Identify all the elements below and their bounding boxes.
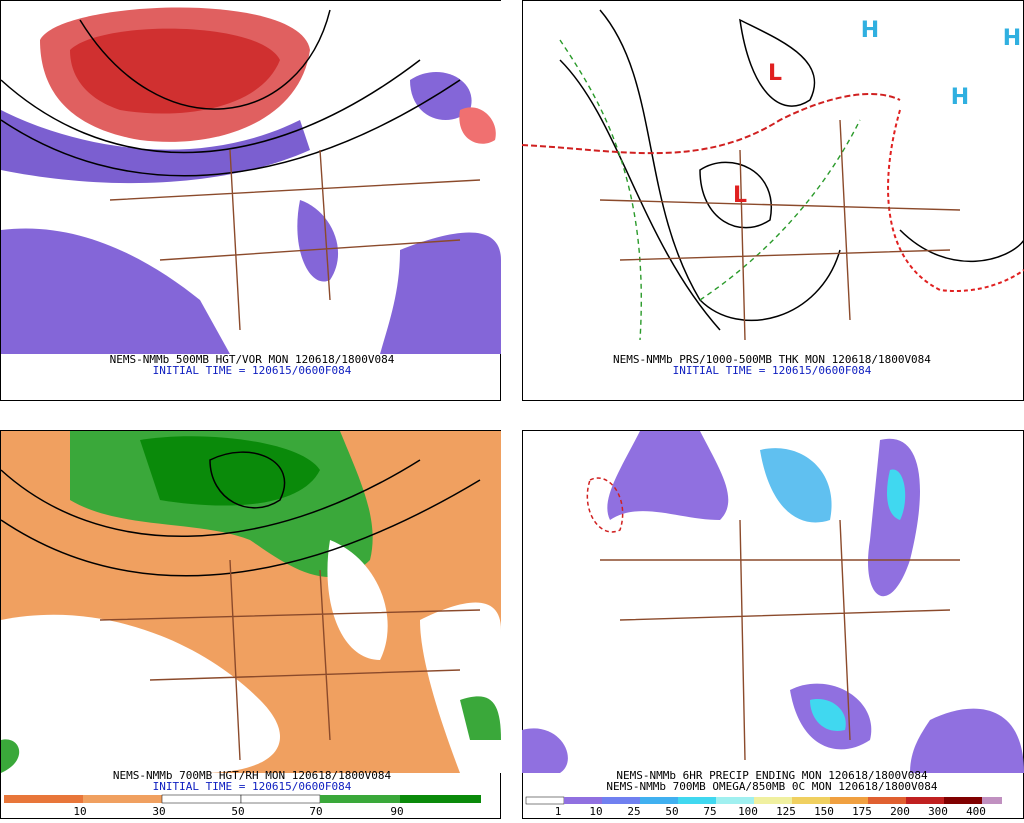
colorbar-label: 70 [309, 805, 322, 818]
map-700mb-rh [0, 431, 501, 773]
map-500mb [0, 1, 501, 354]
panel-caption: NEMS-NMMb 700MB HGT/RH MON 120618/1800V0… [113, 769, 392, 782]
panel-caption: NEMS-NMMb PRS/1000-500MB THK MON 120618/… [613, 353, 931, 366]
pressure-center: L [733, 183, 747, 208]
initial-time: INITIAL TIME = 120615/0600F084 [153, 364, 352, 377]
pressure-center: L [768, 61, 782, 86]
colorbar-label: 30 [152, 805, 165, 818]
colorbar-label: 125 [776, 805, 796, 818]
colorbar-label: 50 [665, 805, 678, 818]
pressure-center: H [1003, 26, 1021, 51]
colorbar-label: 400 [966, 805, 986, 818]
colorbar-label: 75 [703, 805, 716, 818]
colorbar-label: 50 [231, 805, 244, 818]
colorbar-label: 100 [738, 805, 758, 818]
initial-time: INITIAL TIME = 120615/0600F084 [153, 780, 352, 793]
panel-caption: NEMS-NMMb 700MB OMEGA/850MB 0C MON 12061… [606, 780, 938, 793]
colorbar-label: 200 [890, 805, 910, 818]
panel-caption: NEMS-NMMb 6HR PRECIP ENDING MON 120618/1… [616, 769, 928, 782]
colorbar-label: 10 [589, 805, 602, 818]
panel-caption: NEMS-NMMb 500MB HGT/VOR MON 120618/1800V… [110, 353, 395, 366]
pressure-center: H [951, 85, 969, 110]
colorbar-label: 1 [555, 805, 562, 818]
map-pressure [521, 9, 1024, 341]
colorbar-label: 175 [852, 805, 872, 818]
colorbar-rh [4, 794, 481, 804]
colorbar-precip [525, 796, 1002, 805]
colorbar-label: 10 [73, 805, 86, 818]
pressure-center: H [861, 18, 879, 43]
colorbar-label: 300 [928, 805, 948, 818]
initial-time: INITIAL TIME = 120615/0600F084 [673, 364, 872, 377]
map-precip [522, 431, 1024, 773]
colorbar-label: 150 [814, 805, 834, 818]
colorbar-label: 25 [627, 805, 640, 818]
colorbar-label: 90 [390, 805, 403, 818]
